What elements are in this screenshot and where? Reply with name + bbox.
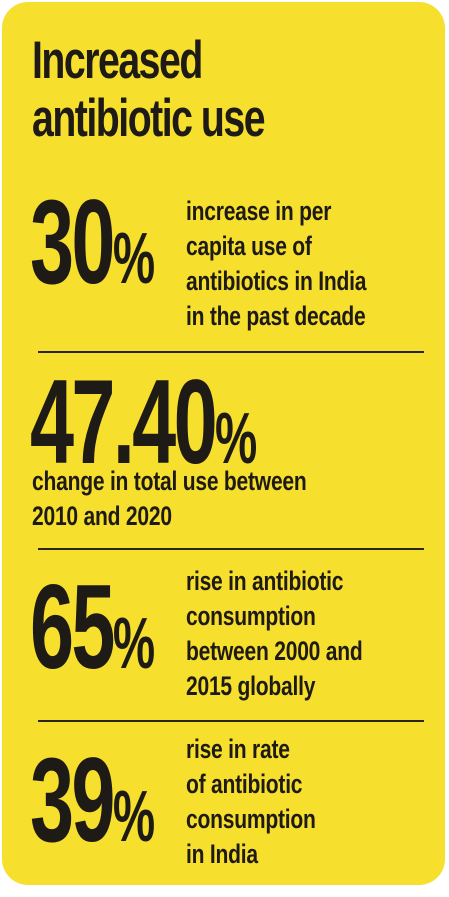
stat-value-4: 39% bbox=[30, 740, 155, 897]
stat-value-3: 65% bbox=[30, 567, 155, 724]
divider-2 bbox=[38, 548, 424, 550]
divider-3 bbox=[38, 720, 424, 722]
percent-sign: % bbox=[112, 777, 155, 857]
infographic-card: Increased antibiotic use 30% increase in… bbox=[2, 2, 445, 885]
infographic-title: Increased antibiotic use bbox=[32, 31, 266, 148]
divider-1 bbox=[38, 351, 424, 353]
stat-number: 30 bbox=[30, 175, 115, 309]
stat-description-2: change in total use between 2010 and 202… bbox=[32, 466, 307, 531]
stat-number: 47.40 bbox=[30, 355, 218, 489]
stat-description-4: rise in rate of antibiotic consumption i… bbox=[186, 734, 316, 869]
stat-value-1: 30% bbox=[30, 182, 155, 339]
percent-sign: % bbox=[112, 604, 155, 684]
stat-description-1: increase in per capita use of antibiotic… bbox=[186, 196, 367, 331]
stat-number: 65 bbox=[30, 560, 115, 694]
percent-sign: % bbox=[112, 219, 155, 299]
stat-description-3: rise in antibiotic consumption between 2… bbox=[186, 566, 363, 701]
stat-number: 39 bbox=[30, 733, 115, 867]
stat-value-2: 47.40% bbox=[30, 362, 257, 519]
percent-sign: % bbox=[214, 399, 257, 479]
